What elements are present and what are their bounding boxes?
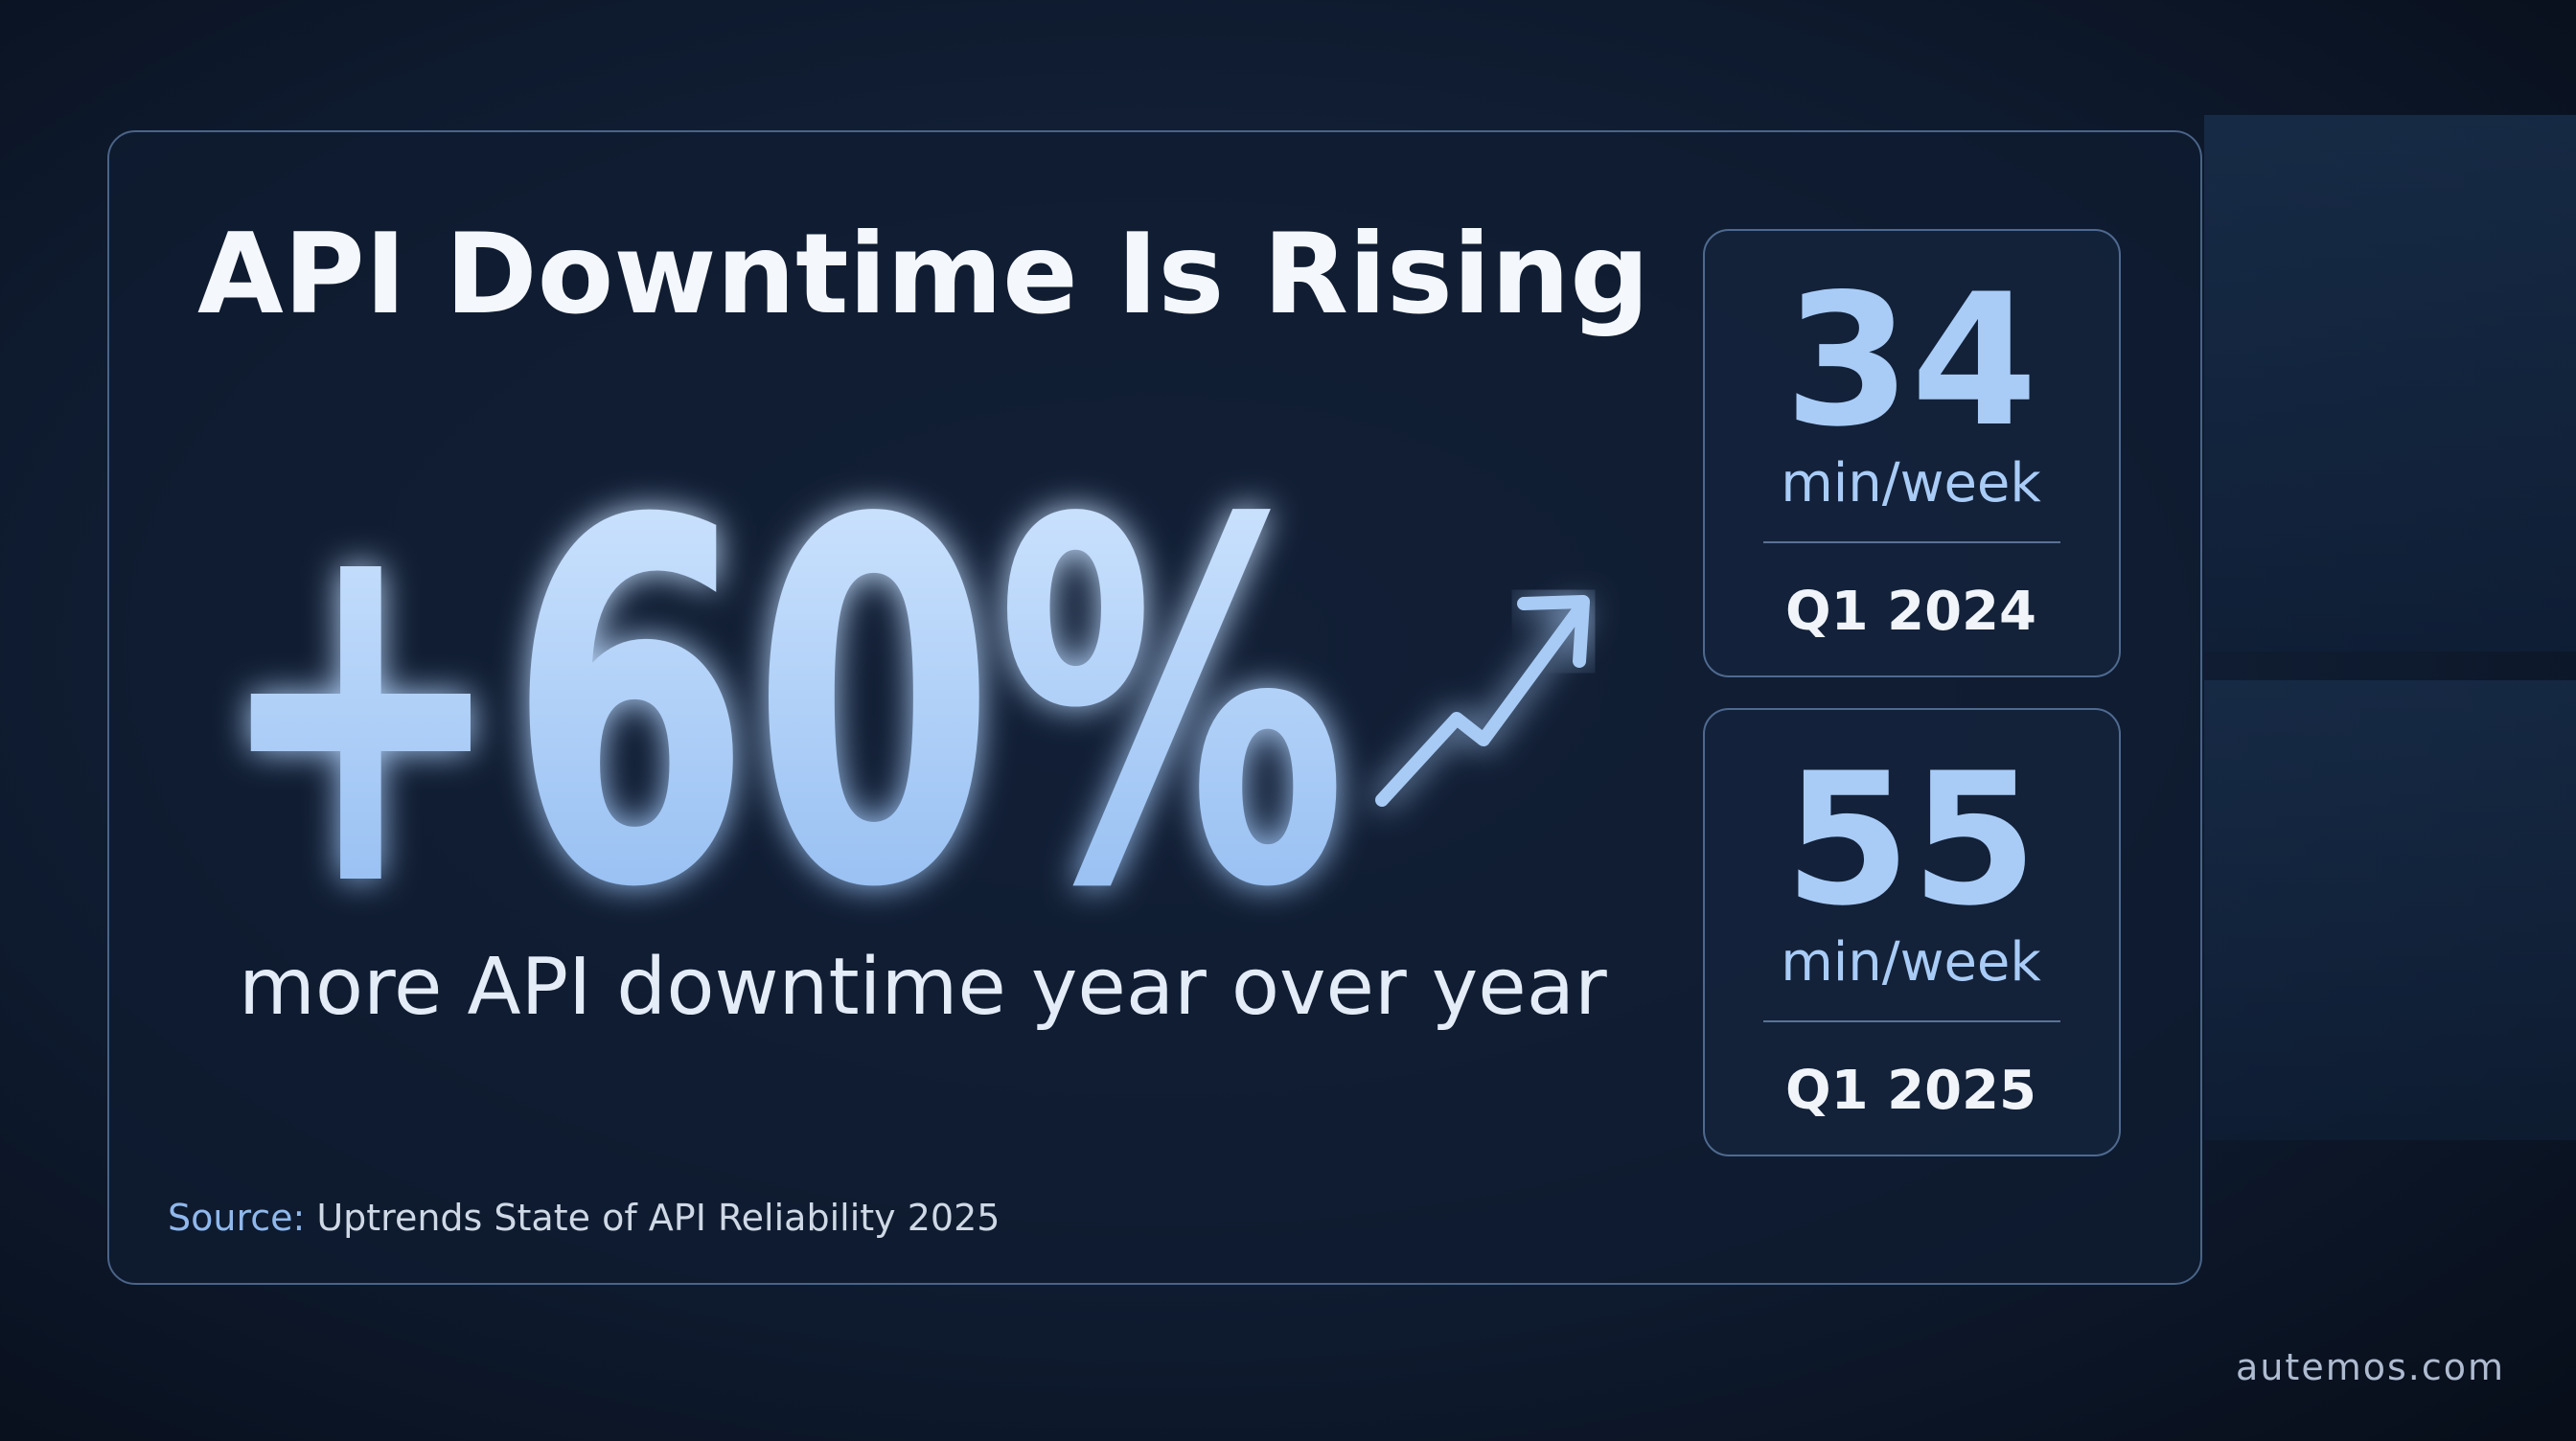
stat-value: 34 <box>1784 255 2037 467</box>
source-label: Source: <box>168 1197 305 1239</box>
stat-card <box>1703 229 2121 677</box>
subtitle: more API downtime year over year <box>239 942 1607 1033</box>
stat-period: Q1 2025 <box>1785 1060 2036 1122</box>
stat-card <box>1703 708 2121 1156</box>
title: API Downtime Is Rising <box>197 210 1649 339</box>
stat-period: Q1 2024 <box>1785 581 2036 643</box>
stat-value: 55 <box>1784 734 2037 946</box>
footer: autemos.com <box>2236 1346 2505 1388</box>
stat-unit: min/week <box>1781 452 2041 515</box>
monitor <box>2204 115 2576 652</box>
source: Source: Uptrends State of API Reliability… <box>168 1197 1000 1239</box>
trend-arrow <box>1375 603 1586 807</box>
panel <box>107 130 2202 1285</box>
monitor <box>2204 680 2576 1140</box>
trend-arrow-head <box>1517 595 1590 668</box>
headline: +60% <box>214 416 1347 996</box>
source-text: Uptrends State of API Reliability 2025 <box>316 1197 1000 1239</box>
stat-unit: min/week <box>1781 931 2041 994</box>
